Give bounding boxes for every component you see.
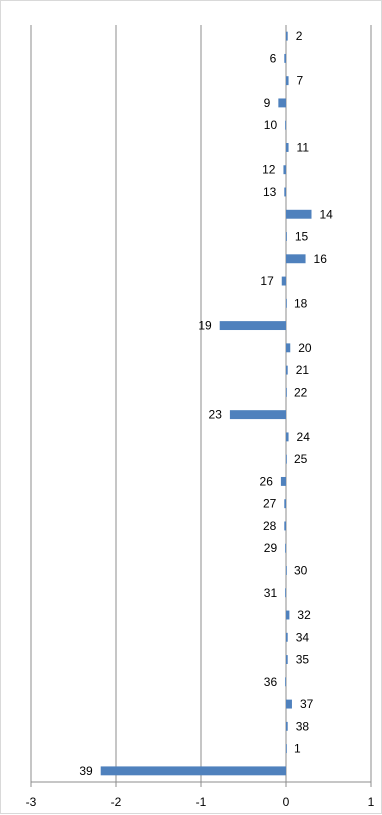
bar <box>286 343 291 353</box>
category-label: 26 <box>260 474 274 488</box>
bar <box>286 432 289 442</box>
category-label: 38 <box>296 719 310 733</box>
category-label: 9 <box>264 96 271 110</box>
bar <box>286 31 288 41</box>
x-tick-label: -2 <box>111 795 122 809</box>
bar <box>286 143 289 152</box>
category-label: 20 <box>298 341 312 355</box>
category-label: 13 <box>263 185 277 199</box>
x-tick-label: -3 <box>26 795 37 809</box>
x-tick-label: 0 <box>283 795 290 809</box>
x-tick-labels: -3 -2 -1 0 1 <box>26 795 375 809</box>
bar <box>284 187 286 197</box>
bar <box>100 766 286 776</box>
category-label: 23 <box>209 408 223 422</box>
bar <box>285 588 286 598</box>
category-label: 36 <box>264 675 278 689</box>
category-label: 17 <box>260 274 274 288</box>
category-label: 7 <box>297 74 304 88</box>
bar <box>281 276 286 286</box>
bar <box>286 744 287 754</box>
bar <box>280 476 286 486</box>
bar <box>286 298 287 308</box>
bar <box>286 365 288 375</box>
bar <box>286 721 288 731</box>
bar <box>219 321 286 331</box>
category-label: 34 <box>296 630 310 644</box>
category-label: 18 <box>294 296 308 310</box>
category-label: 19 <box>198 319 212 333</box>
bar <box>286 232 287 241</box>
category-labels: 2679101112131415161718192021222324252627… <box>79 29 333 778</box>
category-label: 37 <box>300 697 314 711</box>
bar <box>286 632 288 642</box>
bar <box>229 410 286 420</box>
category-label: 12 <box>262 163 276 177</box>
category-label: 6 <box>270 51 277 65</box>
bar <box>285 543 286 553</box>
bar <box>286 76 289 86</box>
bar <box>284 521 286 531</box>
category-label: 1 <box>294 742 301 756</box>
category-label: 39 <box>79 764 93 778</box>
bar <box>284 499 286 509</box>
category-label: 16 <box>314 252 328 266</box>
category-label: 2 <box>296 29 303 43</box>
category-label: 31 <box>264 586 278 600</box>
bar <box>286 566 287 575</box>
bar <box>286 209 312 219</box>
bar <box>286 387 287 397</box>
bar <box>286 254 306 264</box>
bars <box>100 31 312 776</box>
bar <box>285 677 286 687</box>
category-label: 27 <box>263 497 277 511</box>
category-label: 15 <box>295 230 309 244</box>
bar <box>286 454 287 464</box>
category-label: 29 <box>264 541 278 555</box>
category-label: 25 <box>294 452 308 466</box>
category-label: 28 <box>263 519 277 533</box>
bar <box>286 655 288 664</box>
x-tick-label: -1 <box>196 795 207 809</box>
bar <box>278 98 286 108</box>
category-label: 35 <box>296 653 310 667</box>
category-label: 30 <box>294 563 308 577</box>
category-label: 22 <box>294 385 308 399</box>
category-label: 11 <box>297 140 310 154</box>
category-label: 10 <box>264 118 278 132</box>
category-label: 24 <box>297 430 311 444</box>
bar <box>285 120 286 130</box>
category-label: 14 <box>320 207 334 221</box>
gridlines <box>30 25 372 787</box>
bar <box>286 610 290 620</box>
category-label: 32 <box>297 608 311 622</box>
bar <box>283 165 286 175</box>
bar <box>286 699 292 709</box>
category-label: 21 <box>296 363 310 377</box>
x-tick-label: 1 <box>368 795 375 809</box>
bar <box>284 53 286 63</box>
